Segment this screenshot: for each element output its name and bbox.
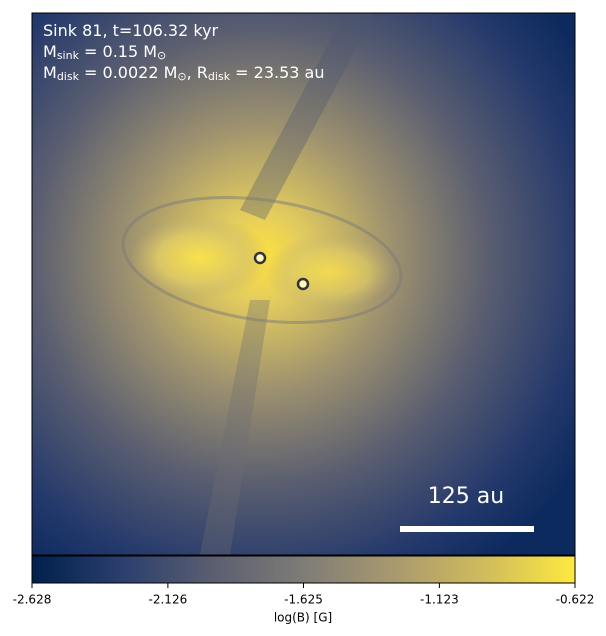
tick-label: -1.625 <box>284 593 323 607</box>
subscript: ⊙ <box>177 70 186 83</box>
field-map <box>32 13 575 555</box>
sink-particle <box>253 251 267 265</box>
annotation-line: Mdisk = 0.0022 M⊙, Rdisk = 23.53 au <box>43 63 324 84</box>
annotation-text: = 0.15 M <box>79 42 157 61</box>
scale-bar <box>400 526 534 532</box>
annotation-text: M <box>43 42 57 61</box>
sink-particle <box>296 277 310 291</box>
annotation-text: M <box>43 63 57 82</box>
scale-bar-label: 125 au <box>428 484 504 509</box>
colorbar-label: log(B) [G] <box>274 611 332 625</box>
annotation-line: Msink = 0.15 M⊙ <box>43 42 166 63</box>
tick-label: -2.126 <box>149 593 188 607</box>
annotation-line: Sink 81, t=106.32 kyr <box>43 21 219 40</box>
tick-label: -2.628 <box>13 593 52 607</box>
tick-label: -0.622 <box>556 593 595 607</box>
annotation-text: Sink 81, t=106.32 kyr <box>43 21 219 40</box>
tick-label: -1.123 <box>420 593 459 607</box>
annotation-text: , R <box>187 63 208 82</box>
subscript: sink <box>57 49 80 62</box>
annotation-text: = 23.53 au <box>230 63 324 82</box>
subscript: disk <box>57 70 80 83</box>
colorbar-ticks: -2.628 -2.126 -1.625 -1.123 -0.622 <box>13 583 595 607</box>
subscript: disk <box>208 70 231 83</box>
colorbar <box>31 555 576 584</box>
subscript: ⊙ <box>157 49 166 62</box>
annotation-text: = 0.0022 M <box>79 63 177 82</box>
frame <box>31 12 576 556</box>
